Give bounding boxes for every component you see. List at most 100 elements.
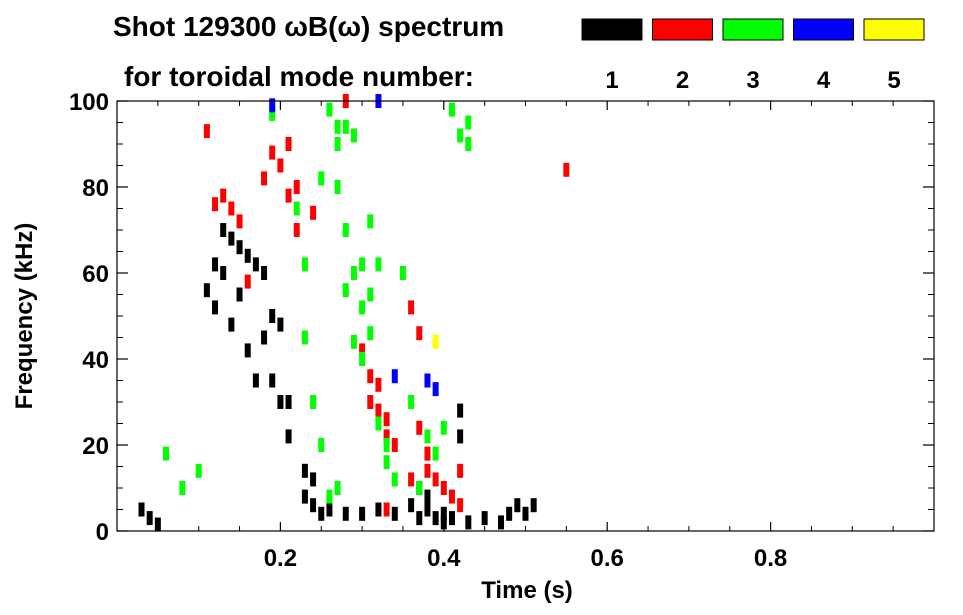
series-1-mark	[285, 395, 292, 409]
series-3-mark	[359, 257, 366, 272]
series-1-mark	[244, 343, 251, 358]
series-1-mark	[277, 317, 284, 332]
plot-frame	[116, 100, 935, 532]
series-3-mark	[465, 115, 472, 130]
series-3-mark	[391, 472, 398, 487]
legend-label: 1	[605, 67, 618, 94]
series-3-mark	[465, 137, 472, 151]
series-3-mark	[408, 395, 415, 409]
series-1-mark	[261, 266, 268, 280]
series-3-mark	[310, 395, 317, 409]
series-2-mark	[408, 300, 415, 315]
series-3-mark	[269, 106, 276, 121]
series-3-mark	[440, 420, 447, 435]
series-1-mark	[514, 498, 521, 513]
series-1-mark	[432, 511, 439, 526]
series-2-mark	[383, 502, 390, 517]
x-tick-label: 0.8	[754, 545, 787, 572]
series-1-mark	[359, 506, 366, 521]
chart-title-line1: Shot 129300 ωB(ω) spectrum	[113, 11, 504, 42]
series-2-mark	[293, 223, 300, 237]
series-1-mark	[236, 240, 243, 255]
series-1-mark	[391, 506, 398, 521]
series-1-mark	[252, 257, 259, 272]
series-3-mark	[399, 266, 406, 280]
y-tick-label: 60	[82, 261, 109, 288]
series-1-mark	[269, 373, 276, 388]
series-2-mark	[293, 180, 300, 194]
series-1-mark	[481, 511, 488, 526]
legend-swatch	[581, 18, 643, 41]
series-3-mark	[334, 137, 341, 151]
series-3-mark	[424, 429, 431, 444]
y-axis-label: Frequency (kHz)	[11, 223, 38, 410]
series-3-mark	[416, 481, 423, 495]
series-2-mark	[228, 201, 235, 216]
x-axis-label: Time (s)	[481, 577, 573, 604]
series-2-mark	[367, 369, 374, 384]
series-1-mark	[326, 502, 333, 517]
series-3-mark	[318, 171, 325, 186]
series-1-mark	[522, 506, 529, 521]
series-2-mark	[457, 498, 464, 513]
series-1-mark	[212, 257, 219, 272]
series-3-mark	[334, 119, 341, 134]
y-tick-label: 80	[82, 175, 109, 202]
series-1-mark	[465, 515, 472, 530]
series-3-mark	[383, 455, 390, 470]
series-2-mark	[244, 274, 251, 289]
series-2-mark	[563, 162, 570, 177]
series-1-mark	[375, 502, 382, 517]
x-tick-label: 0.4	[427, 545, 461, 572]
series-1-mark	[530, 498, 537, 513]
series-3-mark	[342, 223, 349, 237]
series-2-mark	[269, 145, 276, 160]
legend: 1 2 3 4 5	[581, 18, 925, 94]
series-1-mark	[236, 287, 243, 302]
series-3-mark	[375, 416, 382, 431]
series-1-mark	[457, 403, 464, 418]
series-3-mark	[383, 438, 390, 452]
series-3-mark	[334, 481, 341, 495]
series-3-mark	[359, 352, 366, 366]
legend-label: 4	[817, 67, 831, 94]
series-1-mark	[261, 330, 268, 345]
series-1-mark	[440, 506, 447, 521]
series-3-mark	[367, 287, 374, 302]
series-3-mark	[334, 180, 341, 194]
series-1-mark	[228, 317, 235, 332]
series-2-mark	[383, 412, 390, 427]
chart-title-line2: for toroidal mode number:	[124, 61, 474, 92]
series-1-mark	[416, 511, 423, 526]
series-2-mark	[236, 214, 243, 229]
series-2-mark	[359, 343, 366, 358]
series-5-mark	[432, 334, 439, 349]
series-3-mark	[195, 463, 202, 478]
series-2-mark	[432, 472, 439, 487]
series-2-mark	[424, 463, 431, 478]
series-1-mark	[342, 506, 349, 521]
series-3-mark	[342, 119, 349, 134]
series-1-mark	[318, 506, 325, 521]
series-1-mark	[285, 429, 292, 444]
series-4-mark	[432, 382, 439, 397]
series-2-mark	[424, 446, 431, 461]
series-2-mark	[440, 481, 447, 495]
series-1-mark	[154, 517, 161, 532]
series-3-mark	[342, 283, 349, 298]
series-1-mark	[277, 395, 284, 409]
series-2-mark	[277, 158, 284, 173]
series-1-mark	[424, 489, 431, 504]
series-2-mark	[416, 420, 423, 435]
series-1-mark	[203, 283, 210, 298]
series-1-mark	[497, 515, 504, 530]
series-1-mark	[212, 300, 219, 315]
series-3-mark	[350, 128, 357, 143]
series-2-mark	[310, 205, 317, 220]
legend-label: 2	[676, 67, 689, 94]
series-1-mark	[310, 498, 317, 513]
x-tick-label: 0.2	[264, 545, 297, 572]
series-2-mark	[383, 429, 390, 444]
series-2-mark	[391, 438, 398, 452]
